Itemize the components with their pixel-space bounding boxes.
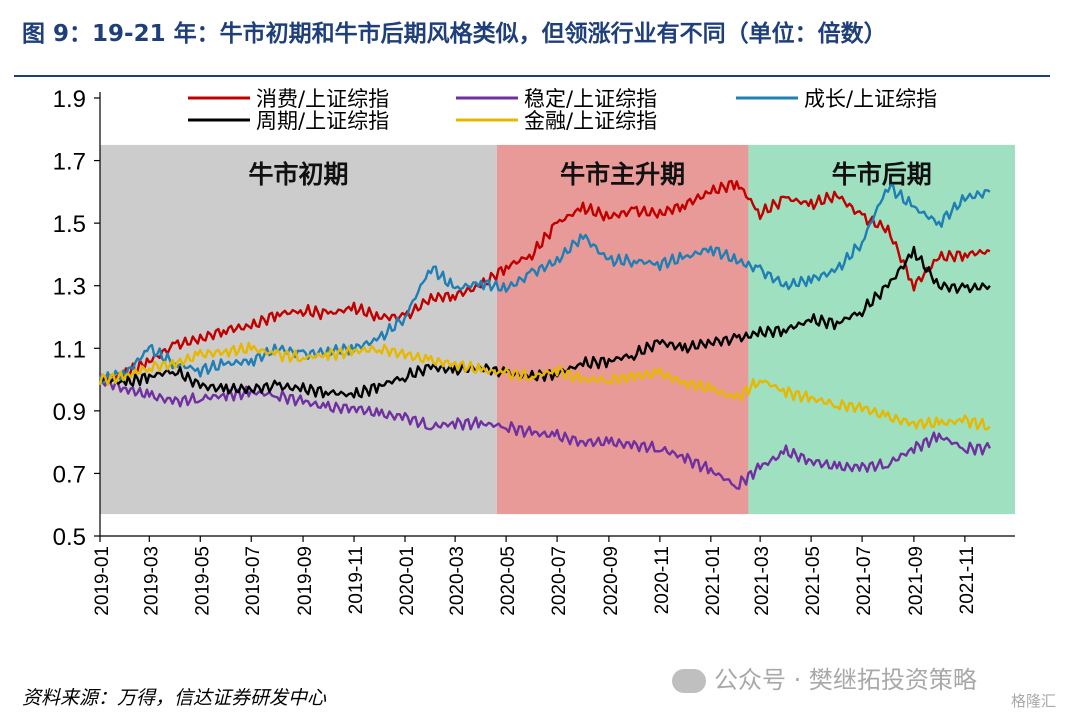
source-note: 资料来源：万得，信达证券研发中心 [22,687,327,709]
x-tick-label-3: 2019-07 [243,546,264,616]
x-tick-label-17: 2021-11 [957,546,978,614]
y-tick-label-4: 1.1 [53,336,86,363]
x-tick-label-15: 2021-07 [854,546,875,616]
phase-band-0 [100,144,497,515]
x-tick-label-7: 2020-03 [447,546,468,616]
x-tick-label-0: 2019-01 [92,546,113,616]
series-line-3 [99,245,991,399]
x-tick-label-4: 2019-09 [295,546,316,616]
corner-mark: 格隆汇 [1010,692,1056,710]
phase-band-1 [496,144,749,515]
wechat-icon [672,669,706,693]
series-line-2 [98,184,991,385]
watermark: 公众号 · 樊继拓投资策略 [672,660,977,695]
x-tick-label-12: 2021-01 [703,546,724,616]
phase-label-1: 牛市主升期 [560,160,685,189]
x-tick-label-13: 2021-03 [752,546,773,616]
series-line-4 [98,341,991,431]
legend-label-3: 周期/上证综指 [256,109,389,133]
x-tick-label-2: 2019-05 [192,546,213,616]
legend-label-1: 稳定/上证综指 [524,87,657,111]
y-tick-label-2: 1.5 [53,211,86,238]
x-tick-label-9: 2020-07 [549,546,570,616]
legend-label-2: 成长/上证综指 [804,87,937,111]
x-tick-label-5: 2019-11 [346,546,367,614]
y-tick-label-6: 0.7 [53,461,86,488]
x-tick-label-10: 2020-09 [601,546,622,616]
x-tick-label-1: 2019-03 [141,546,162,616]
x-tick-label-6: 2020-01 [397,546,418,616]
x-tick-label-8: 2020-05 [498,546,519,616]
series-line-0 [99,179,991,381]
y-tick-label-7: 0.5 [53,524,86,551]
legend-label-4: 金融/上证综指 [524,109,657,133]
watermark-text: 公众号 · 樊继拓投资策略 [714,666,977,694]
y-tick-label-3: 1.3 [53,274,86,301]
title-rule [14,75,1050,77]
figure-title: 图 9：19-21 年：牛市初期和牛市后期风格类似，但领涨行业有不同（单位：倍数… [22,21,887,47]
x-tick-label-14: 2021-05 [803,546,824,616]
y-tick-label-5: 0.9 [53,399,86,426]
y-tick-label-0: 1.9 [53,86,86,113]
y-tick-label-1: 1.7 [53,149,86,176]
phase-label-0: 牛市初期 [248,160,348,189]
x-tick-label-11: 2020-11 [652,546,673,614]
legend-label-0: 消费/上证综指 [256,87,389,111]
x-tick-label-16: 2021-09 [906,546,927,616]
phase-label-2: 牛市后期 [832,160,932,189]
